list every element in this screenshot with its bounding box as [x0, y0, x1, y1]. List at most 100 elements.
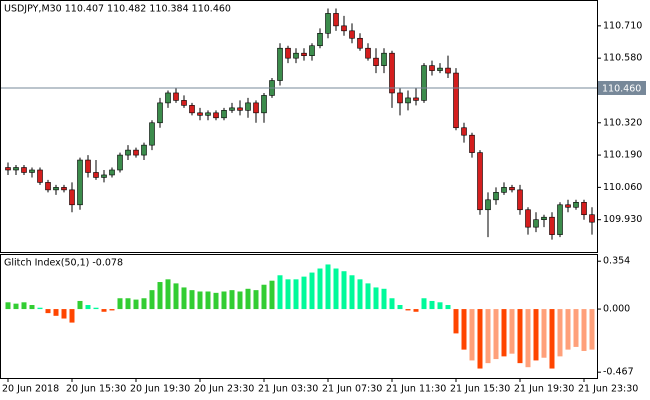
candle-body — [77, 159, 83, 206]
candle-body — [565, 204, 571, 208]
candle-body — [141, 144, 147, 156]
y-tick-label: 110.580 — [603, 53, 642, 64]
candle-body — [237, 107, 243, 111]
histogram-bar — [333, 268, 339, 310]
indicator-title: Glitch Index(50,1) -0.078 — [4, 258, 123, 269]
histogram-bar — [405, 309, 411, 311]
histogram-bar — [157, 282, 163, 310]
candle-body — [541, 216, 547, 220]
candle-body — [357, 37, 363, 49]
candle-body — [389, 52, 395, 94]
candle-body — [149, 122, 155, 146]
histogram-bar — [149, 290, 155, 310]
x-tick-label: 20 Jun 2018 — [2, 384, 59, 395]
histogram-bar — [445, 305, 451, 310]
histogram-bar — [109, 309, 115, 311]
candle-body — [13, 167, 19, 171]
candle-body — [349, 30, 355, 39]
x-tick-label: 20 Jun 23:30 — [194, 384, 254, 395]
histogram-bar — [581, 309, 587, 351]
candle-body — [317, 33, 323, 47]
histogram-bar — [389, 298, 395, 310]
histogram-bar — [517, 309, 523, 364]
chart-title: USDJPY,M30 110.407 110.482 110.384 110.4… — [4, 4, 231, 15]
histogram-bar — [493, 309, 499, 360]
histogram-bar — [77, 300, 83, 310]
x-tick-label: 21 Jun 19:30 — [514, 384, 574, 395]
candle-body — [493, 192, 499, 201]
candle-body — [277, 47, 283, 81]
histogram-bar — [197, 291, 203, 310]
candle-body — [253, 102, 259, 114]
histogram-bar — [245, 288, 251, 310]
y-tick-label: -0.467 — [603, 367, 634, 378]
histogram-bar — [181, 287, 187, 310]
histogram-bar — [213, 292, 219, 310]
histogram-bar — [269, 280, 275, 310]
candle-body — [245, 102, 251, 111]
candle-body — [229, 107, 235, 111]
candle-body — [197, 112, 203, 116]
histogram-bar — [317, 268, 323, 310]
histogram-bar — [565, 309, 571, 350]
candle-body — [221, 110, 227, 119]
candle-body — [165, 92, 171, 104]
histogram-bar — [5, 302, 11, 310]
histogram-bar — [13, 303, 19, 310]
candle-body — [429, 65, 435, 71]
histogram-bar — [293, 279, 299, 310]
y-tick-label: 110.710 — [603, 20, 642, 31]
histogram-bar — [253, 290, 259, 310]
candle-body — [373, 57, 379, 66]
candle-body — [461, 127, 467, 136]
histogram-bar — [357, 279, 363, 310]
candle-body — [365, 47, 371, 59]
candle-body — [501, 187, 507, 193]
candle-body — [517, 189, 523, 211]
candle-body — [477, 152, 483, 211]
histogram-bar — [205, 291, 211, 310]
candle-body — [213, 112, 219, 119]
candle-body — [93, 172, 99, 178]
histogram-bar — [501, 309, 507, 357]
histogram-bar — [53, 309, 59, 316]
histogram-bar — [365, 283, 371, 310]
histogram-bar — [237, 291, 243, 310]
histogram-bar — [21, 302, 27, 310]
x-tick-label: 21 Jun 15:30 — [450, 384, 510, 395]
candle-body — [85, 159, 91, 173]
histogram-bar — [285, 279, 291, 310]
candle-body — [101, 174, 107, 178]
candle-body — [293, 52, 299, 59]
y-tick-label: 110.060 — [603, 182, 642, 193]
candle-body — [469, 134, 475, 153]
histogram-bar — [229, 290, 235, 310]
histogram-bar — [133, 299, 139, 310]
histogram-bar — [301, 276, 307, 310]
candle-body — [525, 209, 531, 228]
candle-body — [405, 97, 411, 104]
histogram-bar — [261, 284, 267, 310]
candle-body — [413, 97, 419, 101]
histogram-bar — [469, 309, 475, 361]
histogram-bar — [397, 305, 403, 310]
histogram-bar — [117, 298, 123, 310]
histogram-bar — [525, 309, 531, 368]
candle-body — [173, 92, 179, 101]
histogram-bar — [349, 275, 355, 310]
histogram-bar — [485, 309, 491, 364]
histogram-bar — [381, 288, 387, 310]
y-tick-label: 0.354 — [603, 256, 630, 267]
x-tick-label: 21 Jun 23:30 — [578, 384, 638, 395]
candle-body — [333, 13, 339, 27]
price-label-box — [598, 80, 646, 95]
candle-body — [205, 112, 211, 116]
x-tick-label: 20 Jun 19:30 — [130, 384, 190, 395]
candle-body — [437, 67, 443, 71]
histogram-bar — [309, 272, 315, 310]
candle-body — [45, 182, 51, 191]
histogram-bar — [373, 287, 379, 310]
candle-body — [509, 187, 515, 191]
histogram-bar — [173, 283, 179, 310]
